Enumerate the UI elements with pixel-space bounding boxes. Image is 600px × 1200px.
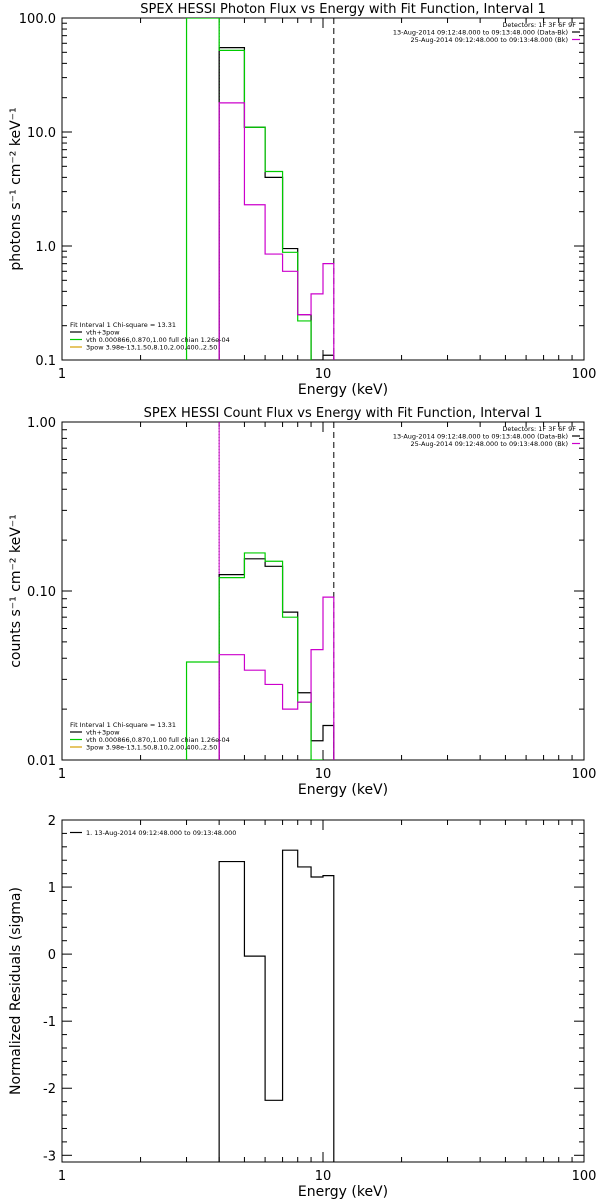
y-axis-label: photons s⁻¹ cm⁻² keV⁻¹ [8,107,24,270]
legend-entry: vth 0.000866,0.870,1.00 full chian 1.26e… [86,336,230,344]
legend-entry: 1. 13-Aug-2014 09:12:48.000 to 09:13:48.… [86,829,236,837]
y-tick-label: 100.0 [19,12,56,27]
y-tick-label: 0 [48,948,56,963]
x-tick-label: 100 [572,767,597,782]
chart-title: SPEX HESSI Photon Flux vs Energy with Fi… [140,2,546,17]
series-line-1 [218,47,335,360]
y-tick-label: -2 [43,1082,56,1097]
y-tick-label: 10.0 [27,126,56,141]
panel-3 [61,819,585,1163]
panel-1 [61,17,585,361]
series-line-1 [218,849,335,1162]
y-tick-label: 1.00 [27,416,56,431]
legend-entry: vth+3pow [86,729,120,737]
header-line: 25-Aug-2014 09:12:48.000 to 09:13:48.000… [411,440,568,448]
x-tick-label: 10 [315,367,332,382]
y-axis-label: counts s⁻¹ cm⁻² keV⁻¹ [8,514,24,668]
legend-entry: Fit Interval 1 Chi-square = 13.31 [70,721,176,729]
legend-entry: vth+3pow [86,329,120,337]
y-tick-label: 0.01 [27,754,56,769]
y-tick-label: 2 [48,814,56,829]
y-tick-label: 1 [48,881,56,896]
plot-frame [61,819,585,1163]
x-tick-label: 100 [572,367,597,382]
x-tick-label: 1 [58,767,66,782]
y-tick-label: -3 [43,1149,56,1164]
x-tick-label: 1 [58,367,66,382]
header-line: Detectors: 1F 3F 6F 9F [502,21,576,29]
legend-entry: 3pow 3.98e-13,1.50,8.10,2.00,400.,2.50 [86,744,217,752]
series-group [185,18,335,360]
legend-entry: 3pow 3.98e-13,1.50,8.10,2.00,400.,2.50 [86,344,217,352]
x-axis-label: Energy (keV) [298,1184,388,1200]
legend-entry: Fit Interval 1 Chi-square = 13.31 [70,321,176,329]
plot-frame [61,17,585,361]
series-line-2 [185,552,323,760]
legend-entry: vth 0.000866,0.870,1.00 full chian 1.26e… [86,736,230,744]
series-line-2 [185,18,324,360]
header-line: 13-Aug-2014 09:12:48.000 to 09:13:48.000… [393,29,568,37]
x-axis-label: Energy (keV) [298,782,388,798]
x-tick-label: 10 [315,1169,332,1184]
plot-frame [61,421,585,761]
x-tick-label: 100 [572,1169,597,1184]
series-line-1 [218,558,335,760]
x-tick-label: 10 [315,767,332,782]
header-line: Detectors: 1F 3F 6F 9F [502,425,576,433]
series-group [218,849,335,1162]
header-line: 13-Aug-2014 09:12:48.000 to 09:13:48.000… [393,433,568,441]
series-line-3 [218,102,335,360]
x-axis-label: Energy (keV) [298,382,388,398]
x-tick-label: 1 [58,1169,66,1184]
y-tick-label: 0.1 [35,354,56,369]
series-group [185,552,335,760]
y-tick-label: -1 [43,1015,56,1030]
chart-title: SPEX HESSI Count Flux vs Energy with Fit… [144,406,543,421]
series-line-3 [218,596,335,760]
header-line: 25-Aug-2014 09:12:48.000 to 09:13:48.000… [411,36,568,44]
y-tick-label: 1.0 [35,240,56,255]
panel-2 [61,421,585,761]
y-tick-label: 0.10 [27,585,56,600]
y-axis-label: Normalized Residuals (sigma) [8,887,24,1095]
